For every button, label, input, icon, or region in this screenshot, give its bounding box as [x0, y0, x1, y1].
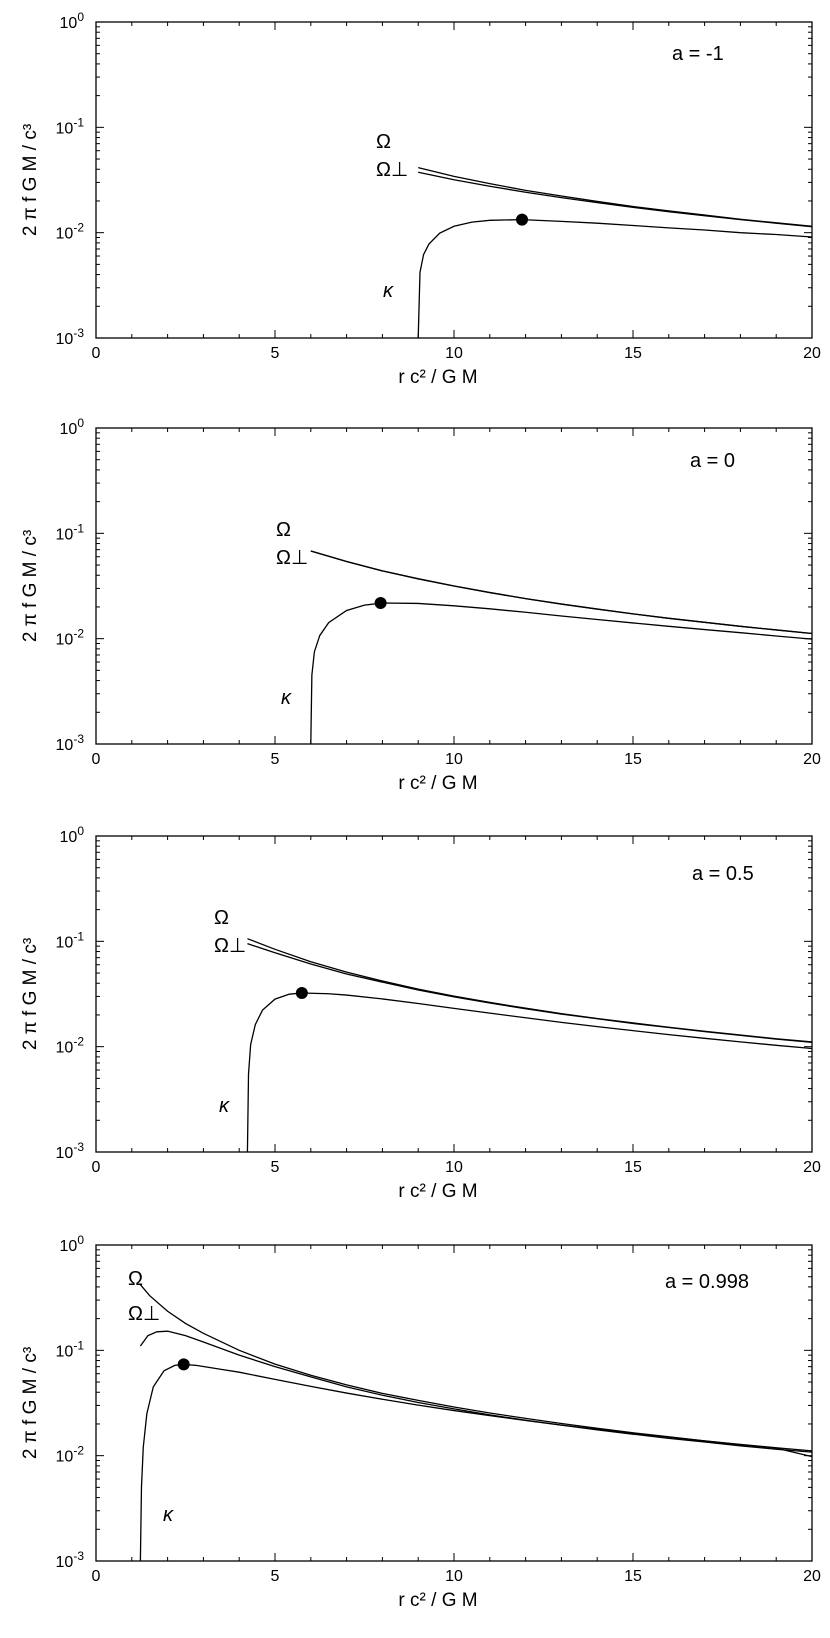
- omega-label: Ω: [276, 519, 291, 541]
- x-axis-label: r c² / G M: [398, 367, 477, 388]
- y-tick-label: 10-1: [56, 115, 85, 137]
- x-tick-label: 0: [92, 345, 101, 362]
- omega-perp-label: Ω⊥: [276, 547, 308, 569]
- x-tick-label: 10: [445, 1159, 463, 1176]
- omega-perp-label: Ω⊥: [214, 935, 246, 957]
- y-axis-label: 2 π f G M / c³: [20, 530, 41, 642]
- x-tick-label: 10: [445, 751, 463, 768]
- kappa-peak-marker: [177, 1358, 190, 1371]
- x-tick-label: 15: [624, 1159, 642, 1176]
- x-axis-label: r c² / G M: [398, 1181, 477, 1202]
- y-tick-label: 10-1: [56, 521, 85, 543]
- y-tick-label: 10-3: [56, 732, 85, 754]
- y-axis-label: 2 π f G M / c³: [20, 938, 41, 1050]
- kappa-peak-marker: [295, 987, 308, 1000]
- omega-perp-curve: [418, 171, 813, 228]
- panel-3: 0 5 10 15 20 10-3 10-2 10-1 100 r c² / G M 2 π f G…: [20, 824, 821, 1202]
- x-tick-label: 5: [271, 1568, 280, 1585]
- y-tick-label: 10-1: [56, 929, 85, 951]
- y-tick-label: 10-2: [56, 627, 85, 649]
- omega-label: Ω: [128, 1268, 143, 1290]
- spin-annotation: a = -1: [672, 43, 724, 65]
- y-axis-label: 2 π f G M / c³: [20, 1347, 41, 1459]
- kappa-curve: [310, 602, 813, 745]
- x-tick-label: 10: [445, 1568, 463, 1585]
- omega-curve: [247, 938, 813, 1043]
- panel-1: 0 5 10 15 20 10-3 10-2 10-1 100 r c² / G M 2 π f G…: [20, 10, 821, 388]
- x-tick-label: 20: [803, 1159, 821, 1176]
- kappa-peak-marker: [374, 597, 387, 610]
- x-axis-label: r c² / G M: [398, 1590, 477, 1611]
- kappa-label: κ: [281, 687, 292, 709]
- kappa-label: κ: [219, 1095, 230, 1117]
- omega-label: Ω: [376, 131, 391, 153]
- x-tick-label: 0: [92, 1568, 101, 1585]
- y-tick-label: 100: [60, 416, 85, 438]
- spin-annotation: a = 0.998: [665, 1271, 749, 1293]
- omega-curve: [310, 550, 813, 635]
- kappa-peak-marker: [516, 213, 529, 226]
- omega-curve: [418, 166, 813, 227]
- kappa-curve: [246, 992, 813, 1153]
- y-tick-label: 100: [60, 10, 85, 32]
- y-tick-label: 100: [60, 1233, 85, 1255]
- omega-label: Ω: [214, 907, 229, 929]
- spin-annotation: a = 0: [690, 450, 735, 472]
- x-tick-label: 0: [92, 751, 101, 768]
- y-tick-label: 10-2: [56, 221, 85, 243]
- x-tick-label: 20: [803, 345, 821, 362]
- x-tick-label: 20: [803, 751, 821, 768]
- omega-perp-label: Ω⊥: [128, 1303, 160, 1325]
- x-tick-label: 20: [803, 1568, 821, 1585]
- y-tick-label: 100: [60, 824, 85, 846]
- omega-curve: [139, 1284, 813, 1452]
- omega-perp-curve: [247, 943, 813, 1043]
- y-tick-label: 10-3: [56, 1140, 85, 1162]
- panel-4: 0 5 10 15 20 10-3 10-2 10-1 100 r c² / G M 2 π f G…: [20, 1233, 821, 1611]
- kappa-curve: [139, 1363, 813, 1562]
- y-tick-label: 10-3: [56, 1549, 85, 1571]
- spin-annotation: a = 0.5: [692, 863, 754, 885]
- kappa-label: κ: [163, 1504, 174, 1526]
- y-tick-label: 10-1: [56, 1338, 85, 1360]
- y-tick-label: 10-2: [56, 1035, 85, 1057]
- omega-perp-curve: [310, 550, 813, 635]
- x-tick-label: 5: [271, 345, 280, 362]
- x-tick-label: 5: [271, 1159, 280, 1176]
- x-tick-label: 15: [624, 1568, 642, 1585]
- omega-perp-label: Ω⊥: [376, 159, 408, 181]
- x-tick-label: 0: [92, 1159, 101, 1176]
- y-tick-label: 10-2: [56, 1444, 85, 1466]
- x-axis-label: r c² / G M: [398, 773, 477, 794]
- x-tick-label: 5: [271, 751, 280, 768]
- omega-perp-curve: [139, 1330, 813, 1453]
- panel-2: 0 5 10 15 20 10-3 10-2 10-1 100 r c² / G M 2 π f G…: [20, 416, 821, 794]
- y-axis-label: 2 π f G M / c³: [20, 124, 41, 236]
- x-tick-label: 10: [445, 345, 463, 362]
- kappa-label: κ: [383, 280, 394, 302]
- x-tick-label: 15: [624, 345, 642, 362]
- x-tick-label: 15: [624, 751, 642, 768]
- kappa-curve: [417, 218, 813, 339]
- y-tick-label: 10-3: [56, 326, 85, 348]
